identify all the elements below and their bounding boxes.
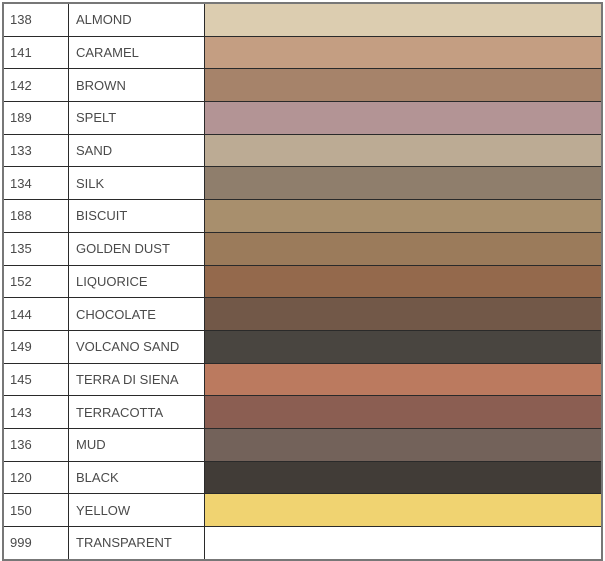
color-name: VOLCANO SAND <box>68 329 205 364</box>
color-name: MUD <box>68 427 205 462</box>
color-name: SILK <box>68 166 205 201</box>
color-code: 133 <box>2 133 69 168</box>
color-name: YELLOW <box>68 493 205 527</box>
color-name: SPELT <box>68 101 205 135</box>
color-code: 135 <box>2 231 69 266</box>
color-code: 138 <box>2 2 69 37</box>
color-code: 143 <box>2 395 69 429</box>
table-row: 144 CHOCOLATE <box>2 297 603 331</box>
color-code: 188 <box>2 199 69 233</box>
color-swatch <box>204 2 603 37</box>
color-swatch <box>204 460 603 495</box>
table-row: 999 TRANSPARENT <box>2 525 603 561</box>
color-swatch <box>204 525 603 561</box>
color-code: 142 <box>2 68 69 103</box>
color-code: 144 <box>2 297 69 331</box>
color-swatch <box>204 231 603 266</box>
color-code: 150 <box>2 493 69 527</box>
color-swatch <box>204 362 603 397</box>
color-swatch <box>204 166 603 201</box>
color-name: CHOCOLATE <box>68 297 205 331</box>
color-swatch <box>204 101 603 135</box>
color-name: BROWN <box>68 68 205 103</box>
table-row: 134 SILK <box>2 166 603 201</box>
table-row: 188 BISCUIT <box>2 199 603 233</box>
table-row: 136 MUD <box>2 427 603 462</box>
color-swatch <box>204 133 603 168</box>
table-row: 149 VOLCANO SAND <box>2 329 603 364</box>
color-code: 145 <box>2 362 69 397</box>
color-name: BLACK <box>68 460 205 495</box>
color-name: LIQUORICE <box>68 264 205 299</box>
color-name: BISCUIT <box>68 199 205 233</box>
color-swatch <box>204 493 603 527</box>
color-code: 134 <box>2 166 69 201</box>
color-code: 149 <box>2 329 69 364</box>
table-row: 142 BROWN <box>2 68 603 103</box>
color-name: TERRACOTTA <box>68 395 205 429</box>
table-row: 133 SAND <box>2 133 603 168</box>
table-row: 152 LIQUORICE <box>2 264 603 299</box>
table-row: 145 TERRA DI SIENA <box>2 362 603 397</box>
color-code: 141 <box>2 35 69 70</box>
color-name: ALMOND <box>68 2 205 37</box>
color-swatch <box>204 199 603 233</box>
color-name: SAND <box>68 133 205 168</box>
color-swatch <box>204 297 603 331</box>
table-row: 120 BLACK <box>2 460 603 495</box>
color-name: TERRA DI SIENA <box>68 362 205 397</box>
color-name: TRANSPARENT <box>68 525 205 561</box>
table-row: 150 YELLOW <box>2 493 603 527</box>
color-code: 120 <box>2 460 69 495</box>
color-swatch <box>204 427 603 462</box>
color-code: 136 <box>2 427 69 462</box>
color-code: 189 <box>2 101 69 135</box>
color-code: 999 <box>2 525 69 561</box>
table-row: 143 TERRACOTTA <box>2 395 603 429</box>
color-name: GOLDEN DUST <box>68 231 205 266</box>
color-swatch <box>204 395 603 429</box>
table-row: 141 CARAMEL <box>2 35 603 70</box>
color-swatch <box>204 68 603 103</box>
color-name: CARAMEL <box>68 35 205 70</box>
table-row: 189 SPELT <box>2 101 603 135</box>
color-code: 152 <box>2 264 69 299</box>
color-swatch <box>204 329 603 364</box>
table-row: 138 ALMOND <box>2 2 603 37</box>
color-swatch <box>204 264 603 299</box>
table-row: 135 GOLDEN DUST <box>2 231 603 266</box>
color-swatch <box>204 35 603 70</box>
